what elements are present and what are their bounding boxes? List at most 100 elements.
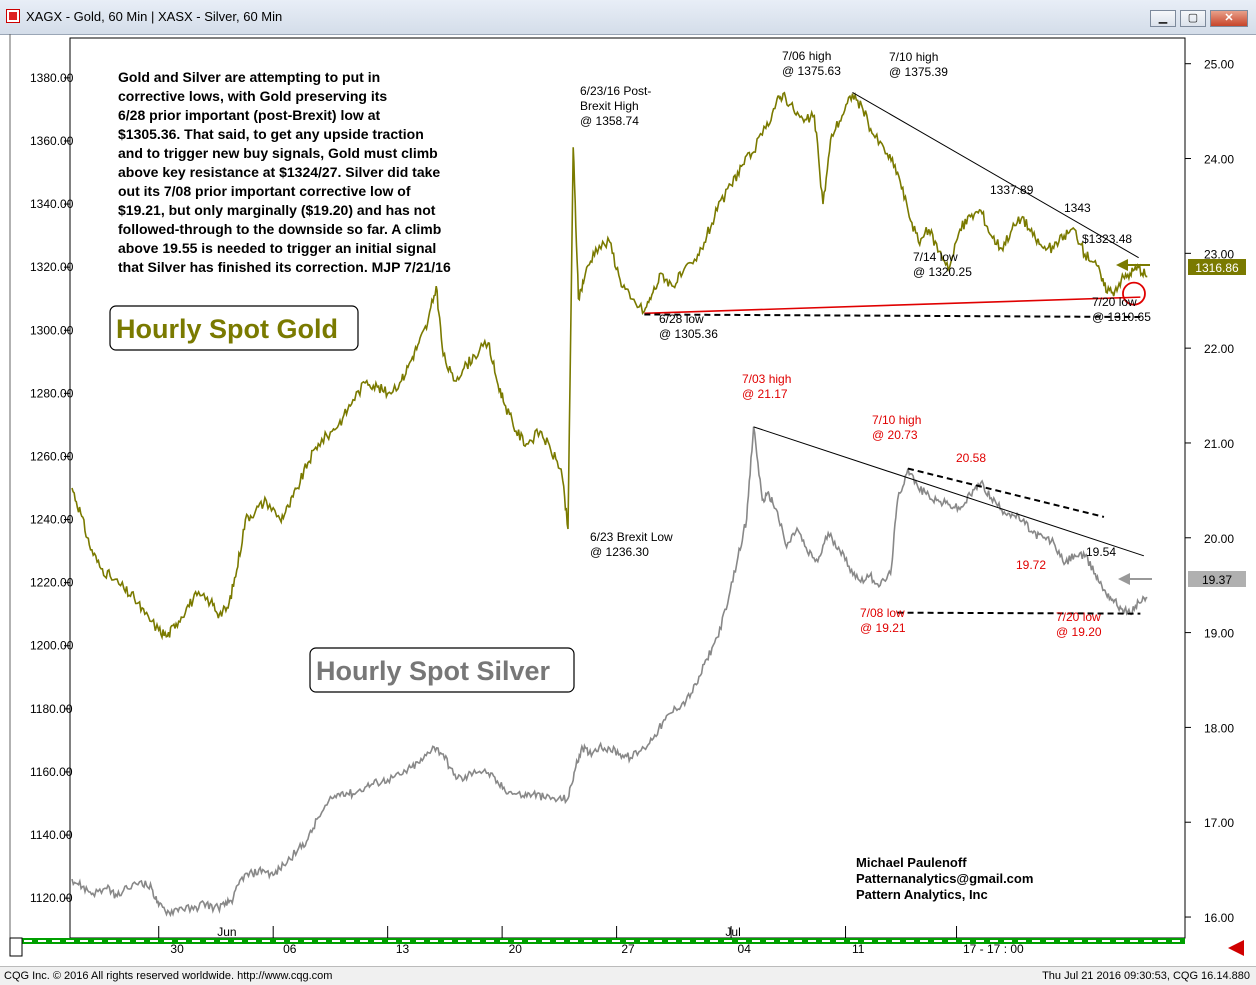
silver-trendline — [907, 467, 1105, 518]
gold-annotation: 7/20 low — [1092, 295, 1137, 309]
time-axis: 30 Jun 06 13 20 27 Jul 04 11 17 - 17 : 00 — [158, 925, 1024, 956]
silver-annotation: 20.58 — [956, 451, 986, 465]
silver-tick-label: 16.00 — [1204, 911, 1234, 925]
gold-annotation: 1343 — [1064, 201, 1091, 215]
gold-annotation: @ 1320.25 — [913, 265, 972, 279]
silver-annotation: @ 19.20 — [1056, 625, 1102, 639]
silver-annotation: @ 21.17 — [742, 387, 788, 401]
silver-annotation: 7/08 low — [860, 606, 905, 620]
gold-last-price-value: 1316.86 — [1195, 261, 1239, 275]
gold-annotation: 6/23 Brexit Low — [590, 530, 673, 544]
silver-annotation: 7/20 low — [1056, 610, 1101, 624]
silver-price-arrow-icon — [1118, 573, 1152, 585]
gold-tick-label: 1280.00 — [30, 386, 74, 400]
credit-line-1: Michael Paulenoff — [856, 855, 967, 870]
gold-line — [71, 91, 1148, 641]
silver-tick-label: 18.00 — [1204, 721, 1234, 735]
gold-annotation: 6/23/16 Post- — [580, 84, 651, 98]
chart-canvas: 1120.001140.001160.001180.001200.001220.… — [9, 34, 1246, 957]
scroll-thumb[interactable] — [9, 937, 23, 957]
silver-tick-label: 19.00 — [1204, 627, 1234, 641]
annotations: 6/23/16 Post-Brexit High@ 1358.74 6/23 Br… — [580, 49, 1151, 639]
gold-annotation: 6/28 low — [659, 312, 704, 326]
gold-trendlines — [644, 91, 1146, 319]
gold-tick-label: 1160.00 — [30, 765, 73, 779]
note-line-3: 6/28 prior important (post-Brexit) low a… — [118, 107, 380, 123]
window-title: XAGX - Gold, 60 Min | XASX - Silver, 60 … — [26, 9, 283, 24]
time-tick-label: 13 — [396, 942, 410, 956]
close-button[interactable]: ✕ — [1210, 10, 1248, 27]
silver-tick-label: 25.00 — [1204, 58, 1234, 72]
scroll-bar[interactable] — [9, 937, 1185, 957]
silver-trendline — [897, 611, 1141, 615]
silver-annotation: 19.72 — [1016, 558, 1046, 572]
scroll-right-icon[interactable] — [1228, 940, 1244, 956]
plot-area — [69, 37, 1186, 939]
gold-annotation: @ 1375.63 — [782, 64, 841, 78]
status-bar: CQG Inc. © 2016 All rights reserved worl… — [0, 966, 1256, 985]
gold-tick-label: 1120.00 — [30, 891, 73, 905]
silver-label-box: Hourly Spot Silver — [309, 647, 575, 693]
silver-tick-label: 20.00 — [1204, 532, 1234, 546]
silver-line — [71, 426, 1148, 918]
gold-annotation: @ 1358.74 — [580, 114, 639, 128]
gold-annotation: @ 1236.30 — [590, 545, 649, 559]
note-line-4: $1305.36. That said, to get any upside t… — [118, 126, 424, 142]
time-tick-label: Jun — [217, 925, 236, 939]
gold-tick-label: 1140.00 — [30, 828, 73, 842]
note-line-1: Gold and Silver are attempting to put in — [118, 69, 380, 85]
gold-label: Hourly Spot Gold — [116, 314, 338, 344]
gold-tick-label: 1380.00 — [30, 71, 74, 85]
silver-trendlines — [753, 426, 1145, 615]
silver-price-axis: 16.00 17.00 18.00 19.00 20.00 21.00 22.00 23.00… — [1185, 58, 1234, 925]
gold-annotation: 7/14 low — [913, 250, 958, 264]
gold-tick-label: 1320.00 — [30, 260, 74, 274]
gold-price-arrow-icon — [1116, 259, 1150, 271]
note-line-11: that Silver has finished its correction.… — [118, 259, 451, 275]
gold-annotation: @ 1310.65 — [1092, 310, 1151, 324]
gold-tick-label: 1200.00 — [30, 639, 74, 653]
gold-annotation: @ 1375.39 — [889, 65, 948, 79]
note-line-6: above key resistance at $1324/27. Silver… — [118, 164, 440, 180]
maximize-button[interactable]: ▢ — [1180, 10, 1206, 27]
time-tick-label: Jul — [725, 925, 740, 939]
app-icon — [6, 9, 20, 23]
silver-annotation: 7/03 high — [742, 372, 791, 386]
minimize-button[interactable]: ▁ — [1150, 10, 1176, 27]
timestamp-text: Thu Jul 21 2016 09:30:53, CQG 16.14.880 — [1042, 970, 1250, 982]
close-icon: ✕ — [1224, 12, 1234, 24]
note-line-5: and to trigger new buy signals, Gold mus… — [118, 145, 438, 161]
gold-tick-label: 1240.00 — [30, 513, 74, 527]
time-tick-label: 17 - 17 : 00 — [963, 942, 1024, 956]
time-tick-label: 30 — [170, 942, 184, 956]
silver-label: Hourly Spot Silver — [316, 656, 551, 686]
note-line-9: followed-through to the downside so far.… — [118, 221, 441, 237]
silver-annotation: 7/10 high — [872, 413, 921, 427]
note-line-8: $19.21, but only marginally ($19.20) and… — [118, 202, 436, 218]
gold-trendline — [644, 313, 1141, 319]
gold-annotation: 7/10 high — [889, 50, 938, 64]
credit-line-2: Patternanalytics@gmail.com — [856, 871, 1033, 886]
gold-annotation: Brexit High — [580, 99, 639, 113]
silver-tick-label: 24.00 — [1204, 153, 1234, 167]
silver-trendline — [753, 426, 1145, 557]
gold-trendline — [644, 296, 1141, 315]
gold-annotation: $1323.48 — [1082, 232, 1132, 246]
silver-series — [71, 426, 1148, 918]
time-tick-label: 04 — [738, 942, 752, 956]
author-credit: Michael Paulenoff Patternanalytics@gmail… — [856, 855, 1033, 902]
note-line-10: above 19.55 is needed to trigger an init… — [118, 240, 436, 256]
silver-annotation: @ 19.21 — [860, 621, 906, 635]
gold-tick-label: 1300.00 — [30, 323, 74, 337]
maximize-icon: ▢ — [1187, 12, 1199, 24]
gold-last-price: 1316.86 — [1188, 259, 1246, 275]
silver-last-price: 19.37 — [1188, 571, 1246, 587]
time-tick-label: 06 — [283, 942, 297, 956]
gold-annotation: @ 1305.36 — [659, 327, 718, 341]
gold-series — [71, 91, 1148, 641]
silver-last-price-value: 19.37 — [1202, 573, 1232, 587]
gold-low-circle — [1122, 281, 1146, 306]
gold-tick-label: 1260.00 — [30, 449, 74, 463]
gold-tick-label: 1220.00 — [30, 576, 74, 590]
